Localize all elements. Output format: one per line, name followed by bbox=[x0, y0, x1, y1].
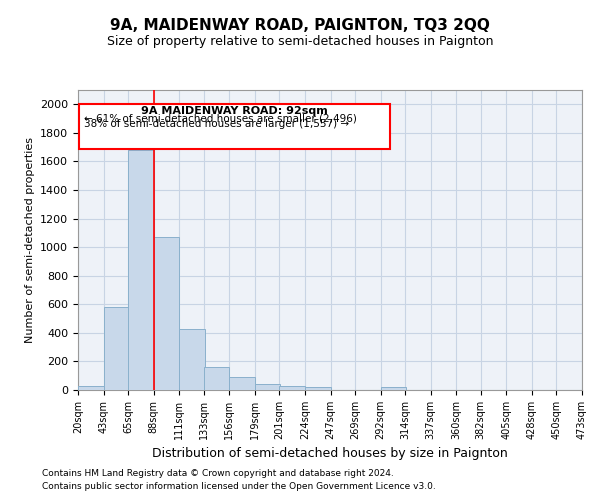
Bar bbox=[154, 237, 179, 390]
Bar bbox=[305, 387, 331, 390]
Bar bbox=[280, 386, 305, 390]
Text: ← 61% of semi-detached houses are smaller (2,496): ← 61% of semi-detached houses are smalle… bbox=[83, 113, 356, 123]
Bar bbox=[204, 367, 229, 390]
Text: Contains HM Land Registry data © Crown copyright and database right 2024.: Contains HM Land Registry data © Crown c… bbox=[42, 468, 394, 477]
Bar bbox=[78, 386, 104, 390]
Bar bbox=[104, 307, 129, 390]
X-axis label: Distribution of semi-detached houses by size in Paignton: Distribution of semi-detached houses by … bbox=[152, 448, 508, 460]
Text: Contains public sector information licensed under the Open Government Licence v3: Contains public sector information licen… bbox=[42, 482, 436, 491]
Bar bbox=[380, 388, 406, 390]
Text: Size of property relative to semi-detached houses in Paignton: Size of property relative to semi-detach… bbox=[107, 35, 493, 48]
Bar bbox=[128, 150, 154, 390]
Text: 9A MAIDENWAY ROAD: 92sqm: 9A MAIDENWAY ROAD: 92sqm bbox=[141, 106, 328, 117]
Y-axis label: Number of semi-detached properties: Number of semi-detached properties bbox=[25, 137, 35, 343]
FancyBboxPatch shape bbox=[79, 104, 389, 148]
Text: 9A, MAIDENWAY ROAD, PAIGNTON, TQ3 2QQ: 9A, MAIDENWAY ROAD, PAIGNTON, TQ3 2QQ bbox=[110, 18, 490, 32]
Bar bbox=[255, 384, 280, 390]
Text: 38% of semi-detached houses are larger (1,557) →: 38% of semi-detached houses are larger (… bbox=[83, 118, 349, 128]
Bar bbox=[229, 377, 255, 390]
Bar bbox=[179, 328, 205, 390]
